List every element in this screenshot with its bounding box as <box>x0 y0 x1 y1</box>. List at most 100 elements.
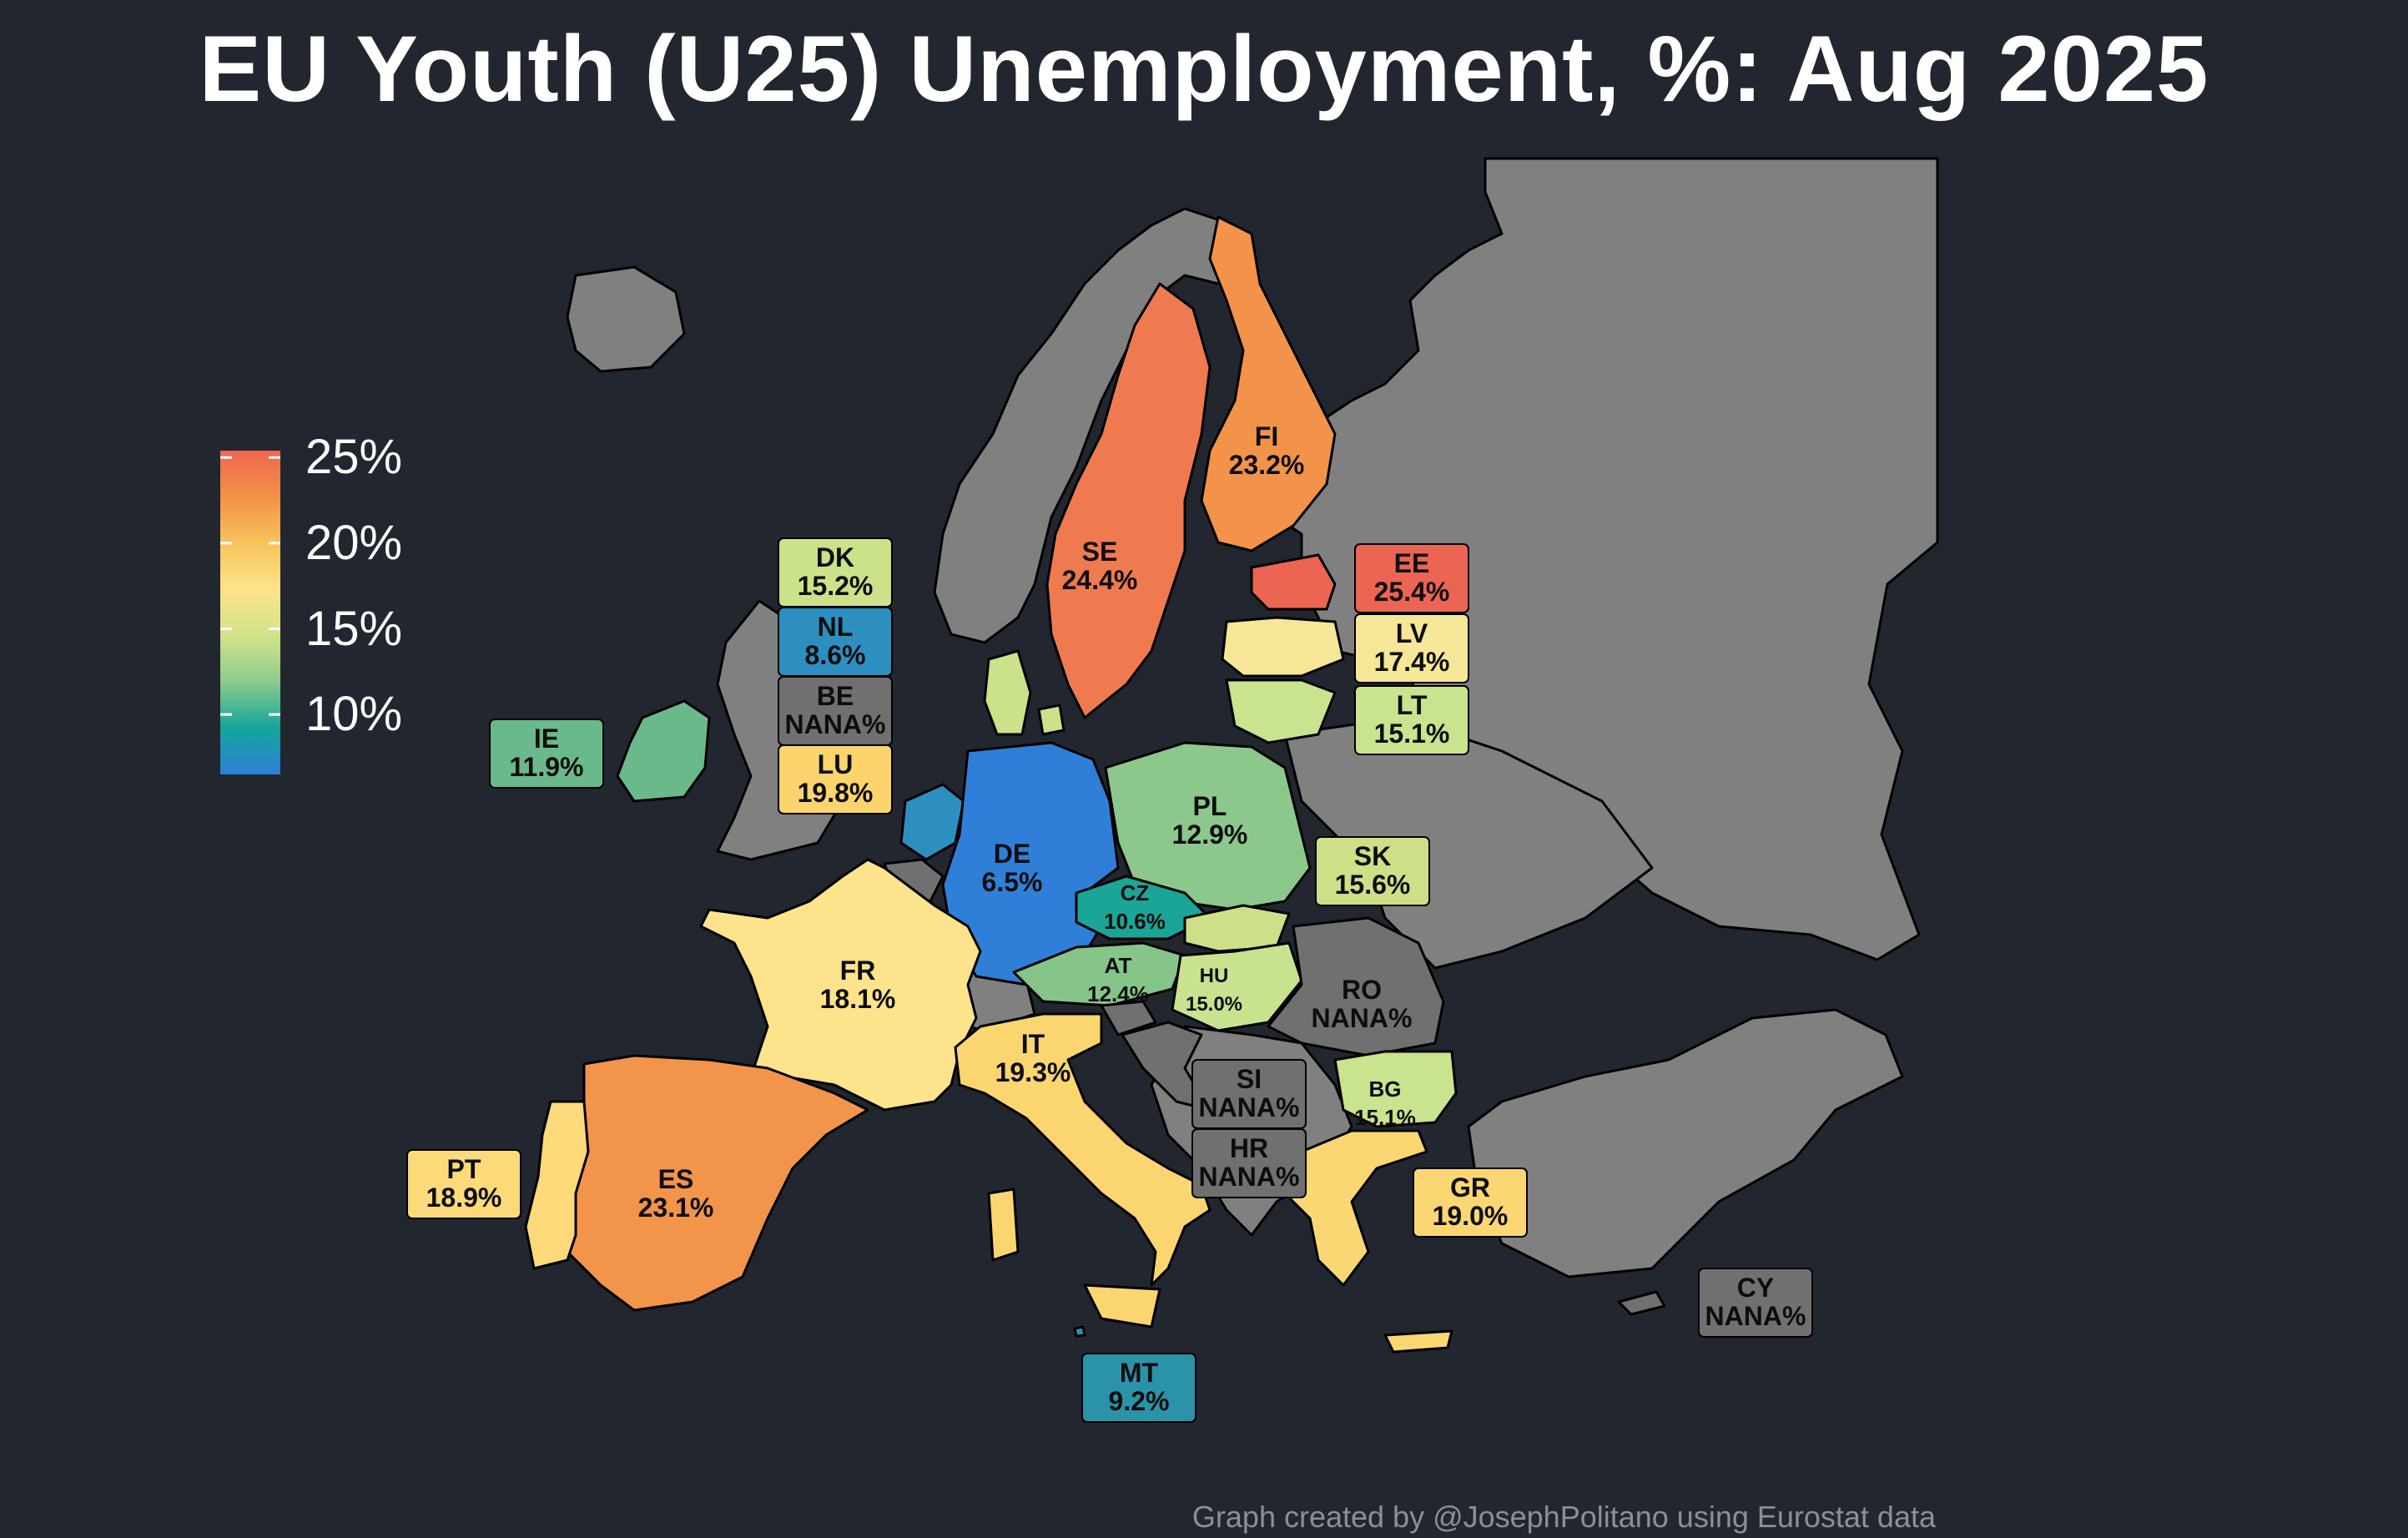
label-box-HR <box>1191 1128 1307 1198</box>
label-value-FR: 18.1% <box>820 984 896 1014</box>
label-value-SK: 15.6% <box>1335 870 1411 900</box>
country-RO <box>1267 916 1445 1057</box>
iceland-land <box>566 265 686 373</box>
label-code-BG: BG <box>1369 1077 1402 1102</box>
label-code-HR: HR <box>1230 1133 1268 1163</box>
country-FR <box>699 858 982 1112</box>
label-box-GR <box>1413 1167 1528 1238</box>
label-value-SI: NANA% <box>1199 1092 1300 1122</box>
country-label-DE: DE6.5% <box>982 839 1043 897</box>
label-value-LV: 17.4% <box>1374 647 1450 677</box>
label-code-RO: RO <box>1342 975 1382 1005</box>
label-value-GR: 19.0% <box>1433 1201 1509 1231</box>
label-code-DE: DE <box>994 839 1030 869</box>
label-value-MT: 9.2% <box>1109 1386 1170 1416</box>
turkey-land <box>1467 1008 1904 1278</box>
label-code-LU: LU <box>818 749 854 779</box>
label-value-ES: 23.1% <box>638 1193 714 1223</box>
country-label-NL: NL8.6% <box>778 607 893 677</box>
label-value-SE: 24.4% <box>1062 565 1138 595</box>
label-value-CY: NANA% <box>1705 1301 1806 1331</box>
country-CY <box>1617 1290 1666 1316</box>
map-title: EU Youth (U25) Unemployment, %: Aug 2025 <box>199 17 2209 121</box>
label-code-SI: SI <box>1237 1064 1262 1094</box>
label-value-RO: NANA% <box>1312 1003 1413 1033</box>
country-DK <box>983 649 1065 736</box>
label-code-GR: GR <box>1450 1172 1490 1203</box>
label-box-MT <box>1081 1353 1196 1423</box>
label-value-IT: 19.3% <box>995 1057 1071 1087</box>
label-code-MT: MT <box>1120 1358 1159 1388</box>
label-box-LV <box>1354 613 1469 683</box>
country-HU <box>1171 941 1303 1032</box>
label-box-LT <box>1354 685 1469 755</box>
label-code-EE: EE <box>1394 548 1430 578</box>
country-SI <box>1100 1000 1157 1036</box>
label-box-EE <box>1354 543 1469 613</box>
country-EE <box>1250 553 1337 611</box>
country-FI <box>1200 215 1337 552</box>
source-caption: Graph created by @JosephPolitano using E… <box>1191 1500 1936 1534</box>
legend-tick-20: 20% <box>305 515 403 570</box>
label-code-BE: BE <box>817 681 854 711</box>
label-code-AT: AT <box>1105 953 1132 978</box>
country-ES <box>566 1054 869 1312</box>
label-value-HU: 15.0% <box>1186 993 1242 1016</box>
label-value-IE: 11.9% <box>510 752 584 782</box>
label-value-AT: 12.4% <box>1087 981 1149 1006</box>
label-value-LU: 19.8% <box>798 778 874 808</box>
country-label-BG: BG 15.1% <box>1354 1077 1416 1130</box>
country-LV <box>1221 616 1345 678</box>
label-value-BE: NANA% <box>785 709 886 739</box>
label-code-PL: PL <box>1193 791 1227 821</box>
label-value-PL: 12.9% <box>1172 819 1248 850</box>
country-LT <box>1225 678 1337 744</box>
country-label-HU: HU 15.0% <box>1186 965 1242 1016</box>
label-box-LU <box>778 744 893 814</box>
legend-colorbar <box>220 451 280 774</box>
label-value-PT: 18.9% <box>426 1182 502 1213</box>
label-box-IE <box>489 719 604 789</box>
label-box-SK <box>1315 836 1430 906</box>
country-PT <box>524 1100 590 1270</box>
label-value-HR: NANA% <box>1199 1162 1300 1192</box>
label-code-LT: LT <box>1397 690 1428 720</box>
label-code-IE: IE <box>534 724 559 754</box>
label-code-CZ: CZ <box>1121 880 1150 905</box>
country-GR <box>1283 1129 1453 1354</box>
label-value-EE: 25.4% <box>1374 577 1450 607</box>
label-code-SK: SK <box>1354 841 1391 871</box>
label-box-PT <box>406 1149 521 1219</box>
country-label-MT: MT9.2% <box>1081 1353 1196 1423</box>
country-SE <box>1045 282 1212 719</box>
label-code-FI: FI <box>1255 421 1278 451</box>
norway-land <box>933 207 1253 644</box>
belarus-ukraine-land <box>1283 716 1654 970</box>
label-code-SE: SE <box>1082 537 1118 567</box>
label-code-LV: LV <box>1396 618 1428 648</box>
label-code-FR: FR <box>840 956 876 986</box>
legend-gradient <box>220 451 280 774</box>
country-label-AT: AT 12.4% <box>1087 953 1149 1006</box>
color-legend: 25% 20% 15% 10% <box>219 430 569 789</box>
label-code-PT: PT <box>447 1154 481 1184</box>
country-NL <box>899 783 965 861</box>
label-value-FI: 23.2% <box>1229 450 1305 480</box>
label-code-HU: HU <box>1200 965 1229 987</box>
